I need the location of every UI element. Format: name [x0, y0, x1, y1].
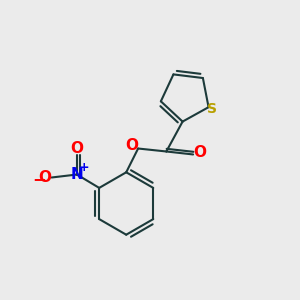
Text: N: N: [70, 167, 83, 182]
Text: O: O: [39, 170, 52, 185]
Text: +: +: [79, 161, 90, 175]
Text: O: O: [193, 146, 206, 160]
Text: S: S: [207, 102, 217, 116]
Text: O: O: [125, 138, 138, 153]
Text: −: −: [32, 170, 46, 188]
Text: O: O: [70, 141, 83, 156]
